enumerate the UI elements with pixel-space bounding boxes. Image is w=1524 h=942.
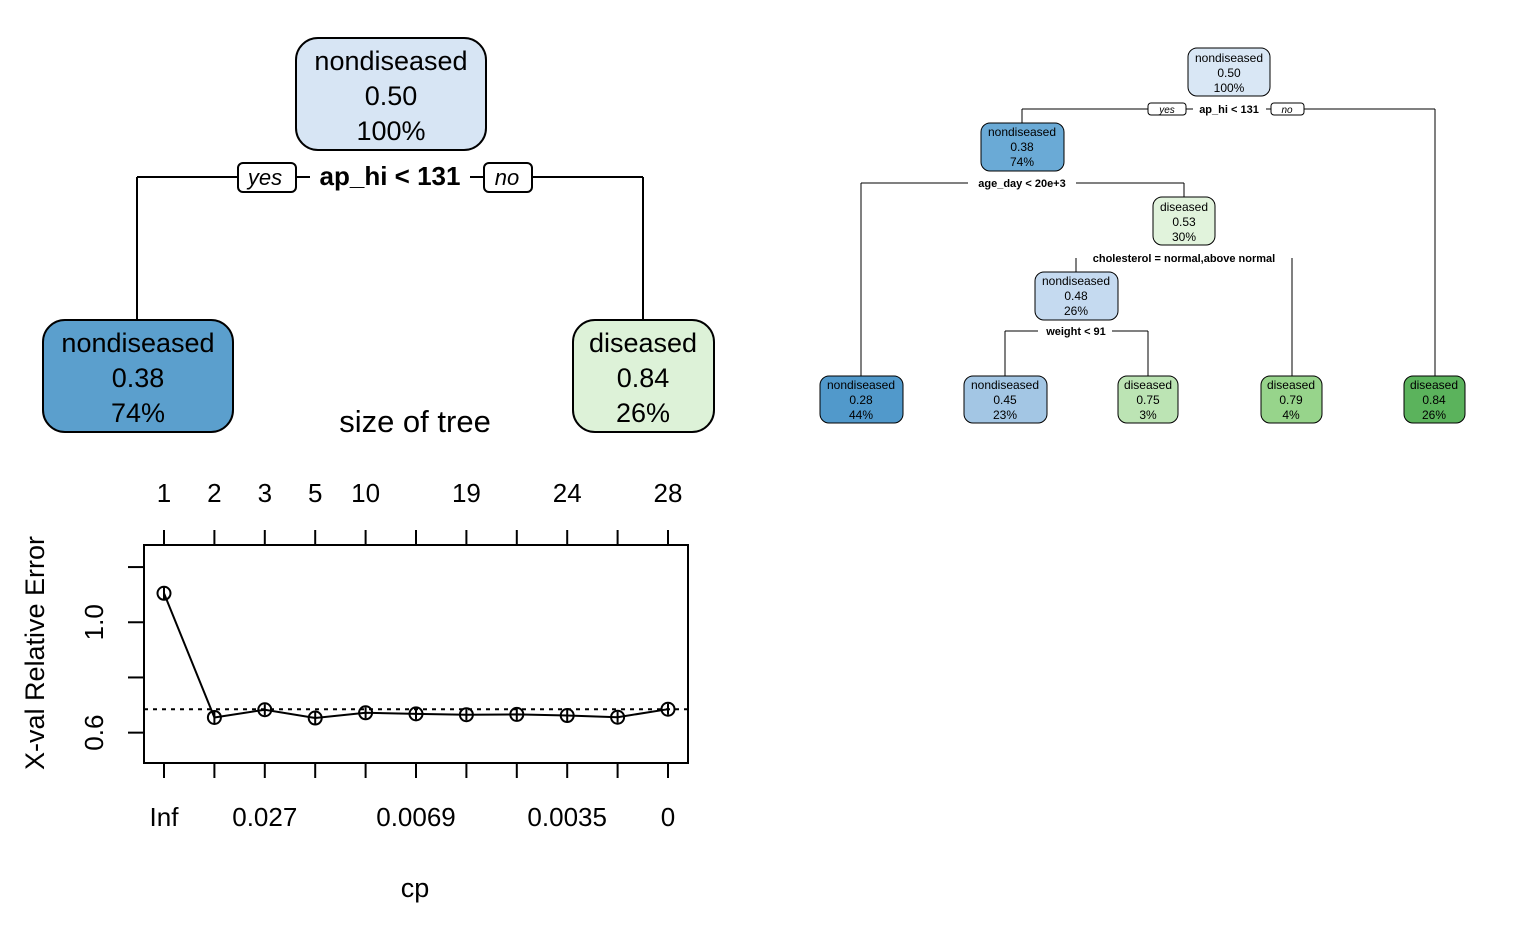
node-label: nondiseased: [61, 328, 214, 358]
small-tree-right-leaf: diseased 0.84 26%: [572, 319, 715, 433]
top-axis-tick-label: 19: [452, 478, 481, 508]
node-label: diseased: [1267, 378, 1315, 392]
node-percent: 26%: [1064, 304, 1088, 318]
bottom-axis-tick-label: 0: [661, 802, 675, 832]
node-probability: 0.53: [1172, 215, 1196, 229]
node-probability: 0.75: [1136, 393, 1160, 407]
full-tree-root-node: nondiseased 0.50 100%: [1187, 47, 1271, 97]
data-point: [458, 707, 474, 723]
series-line: [163, 592, 669, 720]
node-probability: 0.48: [1064, 289, 1088, 303]
top-axis-tick-label: 24: [553, 478, 582, 508]
node-percent: 100%: [1214, 81, 1245, 95]
cp-marks: 1 2 3 5 10 19 24 28 Inf 0.027 0.0069 0.0035 0 0.6 1.0: [79, 478, 688, 832]
node-label: nondiseased: [988, 125, 1056, 139]
bottom-axis-tick-label: 0.0035: [527, 802, 607, 832]
node-label: nondiseased: [1195, 51, 1263, 65]
y-axis-tick-label: 0.6: [79, 715, 109, 751]
cp-plot: size of tree cp X-val Relative Error 1 2 3…: [20, 404, 689, 903]
data-point: [408, 706, 424, 722]
bottom-axis-tick-label: 0.027: [232, 802, 297, 832]
small-tree-branches: [136, 177, 644, 320]
node-label: diseased: [589, 328, 697, 358]
no-label: no: [1281, 105, 1293, 116]
split-condition-3: cholesterol = normal,above normal: [1093, 253, 1275, 265]
full-tree: nondiseased 0.50 100% yes ap_hi < 131 no…: [819, 47, 1466, 424]
top-axis-tick-label: 1: [157, 478, 171, 508]
y-axis-label: X-val Relative Error: [20, 536, 50, 770]
yes-label-box: [1147, 102, 1187, 116]
data-point: [257, 702, 273, 718]
top-axis-tick-label: 3: [258, 478, 272, 508]
node-probability: 0.79: [1279, 393, 1303, 407]
yes-label-box: [237, 162, 297, 193]
top-axis-tick-label: 28: [654, 478, 683, 508]
y-axis-tick-label: 1.0: [79, 604, 109, 640]
data-point: [358, 705, 374, 721]
node-label: diseased: [1160, 200, 1208, 214]
node-probability: 0.28: [849, 393, 873, 407]
top-axis-tick-label: 2: [207, 478, 221, 508]
node-label: nondiseased: [827, 378, 895, 392]
small-tree-root-node: nondiseased 0.50 100%: [295, 37, 487, 151]
yes-label: yes: [1158, 105, 1175, 116]
split-condition-2: age_day < 20e+3: [978, 178, 1065, 190]
full-tree-edges: [860, 108, 1436, 376]
no-label: no: [495, 165, 519, 190]
node-label: diseased: [1124, 378, 1172, 392]
small-tree: nondiseased 0.50 100% yes ap_hi < 131 no…: [42, 37, 715, 433]
node-percent: 4%: [1282, 408, 1300, 422]
data-point: [156, 585, 172, 601]
plot-frame: [143, 544, 689, 764]
node-probability: 0.84: [1422, 393, 1446, 407]
no-label-box: [1270, 102, 1305, 116]
yes-label: yes: [246, 165, 282, 190]
node-percent: 3%: [1139, 408, 1157, 422]
node-percent: 23%: [993, 408, 1017, 422]
full-tree-leaf-5: diseased 0.84 26%: [1403, 375, 1466, 424]
full-tree-leaf-2: nondiseased 0.45 23%: [963, 375, 1048, 424]
data-point: [559, 708, 575, 724]
full-tree-leaf-3: diseased 0.75 3%: [1117, 375, 1179, 424]
full-tree-node-3: diseased 0.53 30%: [1152, 196, 1216, 246]
full-tree-node-2: nondiseased 0.38 74%: [980, 122, 1065, 172]
node-label: nondiseased: [314, 46, 467, 76]
node-label: nondiseased: [971, 378, 1039, 392]
full-tree-leaf-4: diseased 0.79 4%: [1260, 375, 1323, 424]
data-point: [206, 709, 222, 725]
node-label: nondiseased: [1042, 274, 1110, 288]
no-label-box: [483, 162, 533, 193]
node-percent: 100%: [356, 116, 425, 146]
bottom-axis-tick-label: Inf: [150, 802, 180, 832]
node-probability: 0.38: [1010, 140, 1034, 154]
node-percent: 74%: [111, 398, 165, 428]
x-axis-label: cp: [401, 873, 430, 903]
top-axis-tick-label: 5: [308, 478, 322, 508]
node-percent: 26%: [1422, 408, 1446, 422]
node-probability: 0.38: [112, 363, 165, 393]
split-condition: ap_hi < 131: [320, 161, 461, 191]
data-point: [509, 706, 525, 722]
bottom-axis-tick-label: 0.0069: [376, 802, 456, 832]
node-probability: 0.45: [993, 393, 1017, 407]
node-probability: 0.50: [365, 81, 418, 111]
top-axis-tick-label: 10: [351, 478, 380, 508]
full-tree-node-4: nondiseased 0.48 26%: [1034, 271, 1119, 321]
node-probability: 0.50: [1217, 66, 1241, 80]
node-percent: 74%: [1010, 155, 1034, 169]
node-percent: 44%: [849, 408, 873, 422]
data-point: [307, 710, 323, 726]
data-point: [660, 701, 676, 717]
small-tree-left-leaf: nondiseased 0.38 74%: [42, 319, 234, 433]
data-point: [610, 709, 626, 725]
node-percent: 26%: [616, 398, 670, 428]
node-label: diseased: [1410, 378, 1458, 392]
chart-title: size of tree: [339, 404, 491, 439]
node-probability: 0.84: [617, 363, 670, 393]
node-percent: 30%: [1172, 230, 1196, 244]
split-condition-4: weight < 91: [1045, 326, 1106, 338]
full-tree-leaf-1: nondiseased 0.28 44%: [819, 375, 904, 424]
split-condition-1: ap_hi < 131: [1199, 104, 1259, 116]
